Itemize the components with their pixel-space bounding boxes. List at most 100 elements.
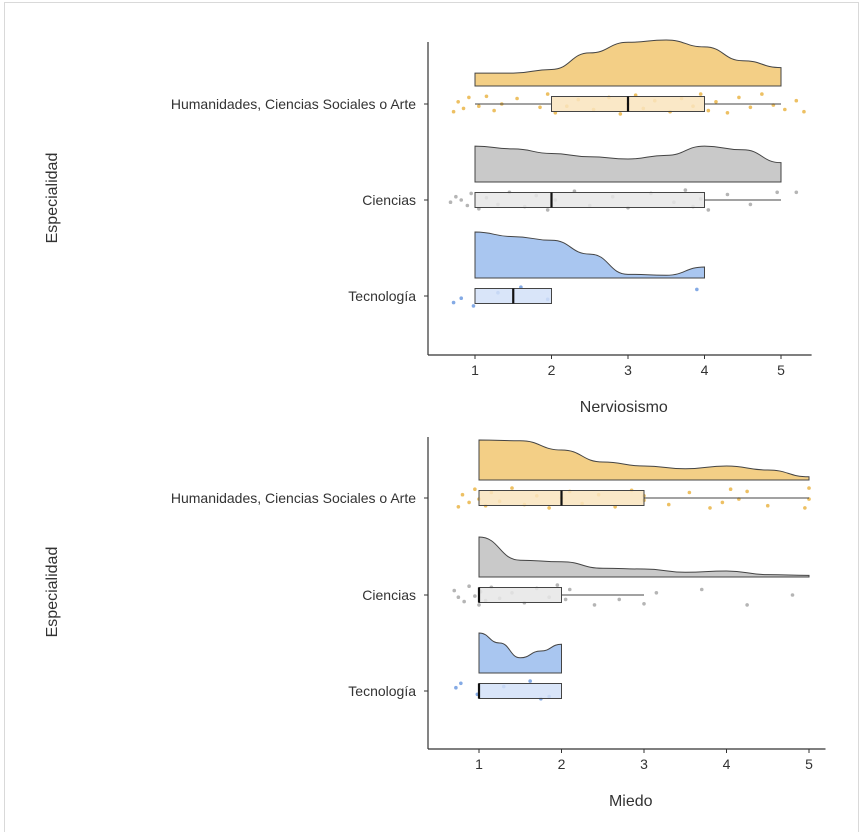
data-point <box>728 487 733 492</box>
data-point <box>465 203 470 208</box>
x-tick-label: 1 <box>471 362 479 378</box>
x-axis-title: Nerviosismo <box>580 399 668 416</box>
data-point <box>794 190 799 195</box>
data-point <box>760 92 764 96</box>
data-point <box>706 108 711 113</box>
box-iqr <box>474 192 705 208</box>
data-point <box>515 96 519 101</box>
data-point <box>448 200 453 204</box>
data-point <box>454 685 458 690</box>
data-point <box>460 492 465 497</box>
data-point <box>617 597 622 602</box>
data-point <box>699 587 704 592</box>
data-point <box>545 92 550 96</box>
data-point <box>748 105 753 110</box>
data-point <box>567 587 572 592</box>
x-tick-label: 5 <box>805 756 813 772</box>
data-point <box>547 506 551 510</box>
data-point <box>510 486 514 490</box>
data-point <box>467 584 471 588</box>
x-tick-label: 1 <box>475 756 483 772</box>
density-cloud <box>474 145 782 183</box>
x-tick-label: 4 <box>701 362 709 378</box>
data-point <box>618 112 623 116</box>
data-point <box>720 500 725 505</box>
data-point <box>654 591 659 595</box>
panel-miedo: 1 2 3 4 5 Miedo Especialidad Humanidades, Cienc… <box>44 437 826 810</box>
data-point <box>484 94 489 99</box>
data-point <box>642 602 646 606</box>
data-point <box>469 191 473 196</box>
data-point <box>456 100 460 104</box>
category-label: Tecnología <box>348 288 416 304</box>
data-point <box>451 300 456 305</box>
figure-frame <box>4 2 859 832</box>
category-label: Ciencias <box>362 192 416 208</box>
data-point <box>538 105 542 110</box>
y-axis-title: Especialidad <box>44 547 61 638</box>
data-point <box>725 111 730 115</box>
data-point <box>459 296 464 301</box>
data-point <box>452 588 457 593</box>
data-point <box>775 190 779 195</box>
data-point <box>545 208 550 212</box>
data-point <box>737 95 741 100</box>
data-point <box>748 202 753 207</box>
data-point <box>451 109 456 114</box>
data-point <box>725 192 730 197</box>
data-point <box>790 593 795 597</box>
data-point <box>745 603 749 607</box>
data-point <box>477 603 481 607</box>
category-label: Humanidades, Ciencias Sociales o Arte <box>171 96 416 112</box>
data-point <box>471 304 476 308</box>
data-point <box>698 92 703 96</box>
box-iqr <box>478 587 562 603</box>
data-point <box>459 681 463 686</box>
data-point <box>528 679 532 683</box>
panel-nerviosismo: 1 2 3 4 5 Nerviosismo Especialidad Humanidades,… <box>44 39 812 416</box>
x-axis-title: Miedo <box>609 793 653 810</box>
density-cloud <box>478 439 810 481</box>
data-point <box>467 500 471 505</box>
x-tick-label: 2 <box>558 756 566 772</box>
data-point <box>687 490 692 495</box>
data-point <box>783 107 787 112</box>
data-point <box>765 503 770 508</box>
data-point <box>592 603 597 607</box>
data-point <box>477 104 481 108</box>
data-point <box>473 594 477 598</box>
data-point <box>492 108 496 113</box>
data-point <box>708 506 712 510</box>
data-point <box>683 188 688 192</box>
y-axis-title: Especialidad <box>44 153 61 244</box>
data-point <box>454 194 458 199</box>
data-point <box>794 98 799 103</box>
data-point <box>462 599 466 604</box>
data-point <box>695 287 699 292</box>
density-cloud <box>478 632 562 674</box>
density-cloud <box>474 231 705 279</box>
x-tick-label: 2 <box>548 362 556 378</box>
data-point <box>456 595 461 599</box>
data-point <box>803 506 807 510</box>
category-label: Ciencias <box>362 587 416 603</box>
x-tick-label: 5 <box>777 362 785 378</box>
data-point <box>473 487 477 492</box>
data-point <box>706 208 711 212</box>
data-point <box>802 109 806 114</box>
data-point <box>807 486 811 490</box>
data-point <box>461 106 466 111</box>
data-point <box>456 505 461 509</box>
x-tick-label: 4 <box>723 756 731 772</box>
data-point <box>563 597 568 602</box>
x-tick-label: 3 <box>640 756 648 772</box>
category-label: Humanidades, Ciencias Sociales o Arte <box>171 490 416 506</box>
density-cloud <box>474 39 782 87</box>
data-point <box>555 583 560 587</box>
data-point <box>666 502 671 507</box>
category-label: Tecnología <box>348 683 416 699</box>
box-iqr <box>478 683 562 699</box>
data-point <box>745 489 749 494</box>
data-point <box>714 100 718 104</box>
